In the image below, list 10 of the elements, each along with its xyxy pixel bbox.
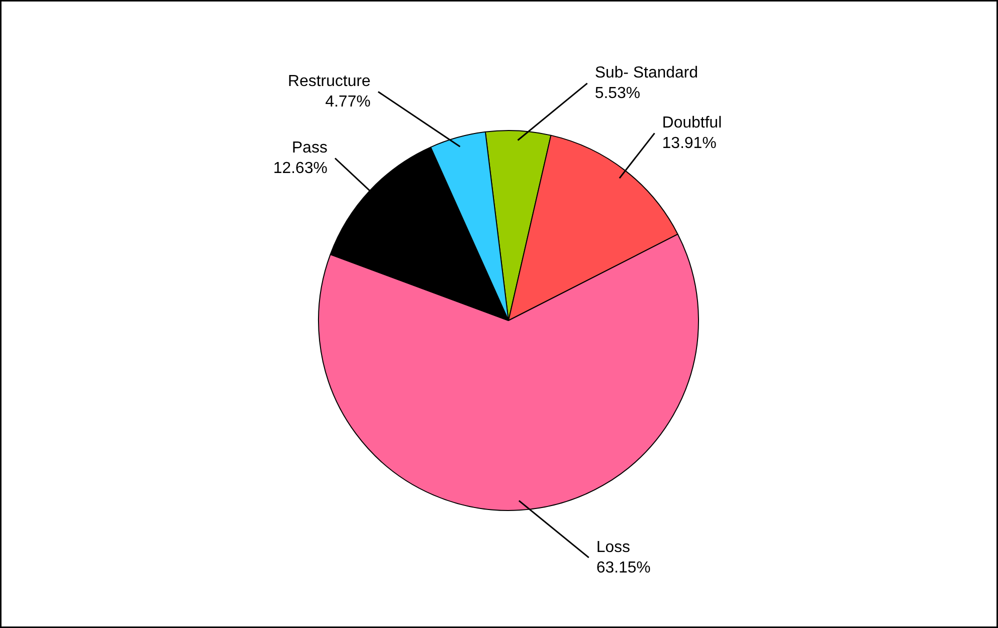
data-label: 13.91% xyxy=(662,134,716,152)
data-label: 12.63% xyxy=(273,160,328,177)
slice-label: Restructure xyxy=(288,73,371,90)
slice-label: Loss xyxy=(596,538,630,556)
slice-label: Doubtful xyxy=(662,114,722,132)
slice-label: Pass xyxy=(292,140,328,157)
data-label: 63.15% xyxy=(596,559,651,576)
slice-label: Sub- Standard xyxy=(594,64,698,82)
data-label: 5.53% xyxy=(594,85,640,102)
data-label: 4.77% xyxy=(325,93,371,110)
